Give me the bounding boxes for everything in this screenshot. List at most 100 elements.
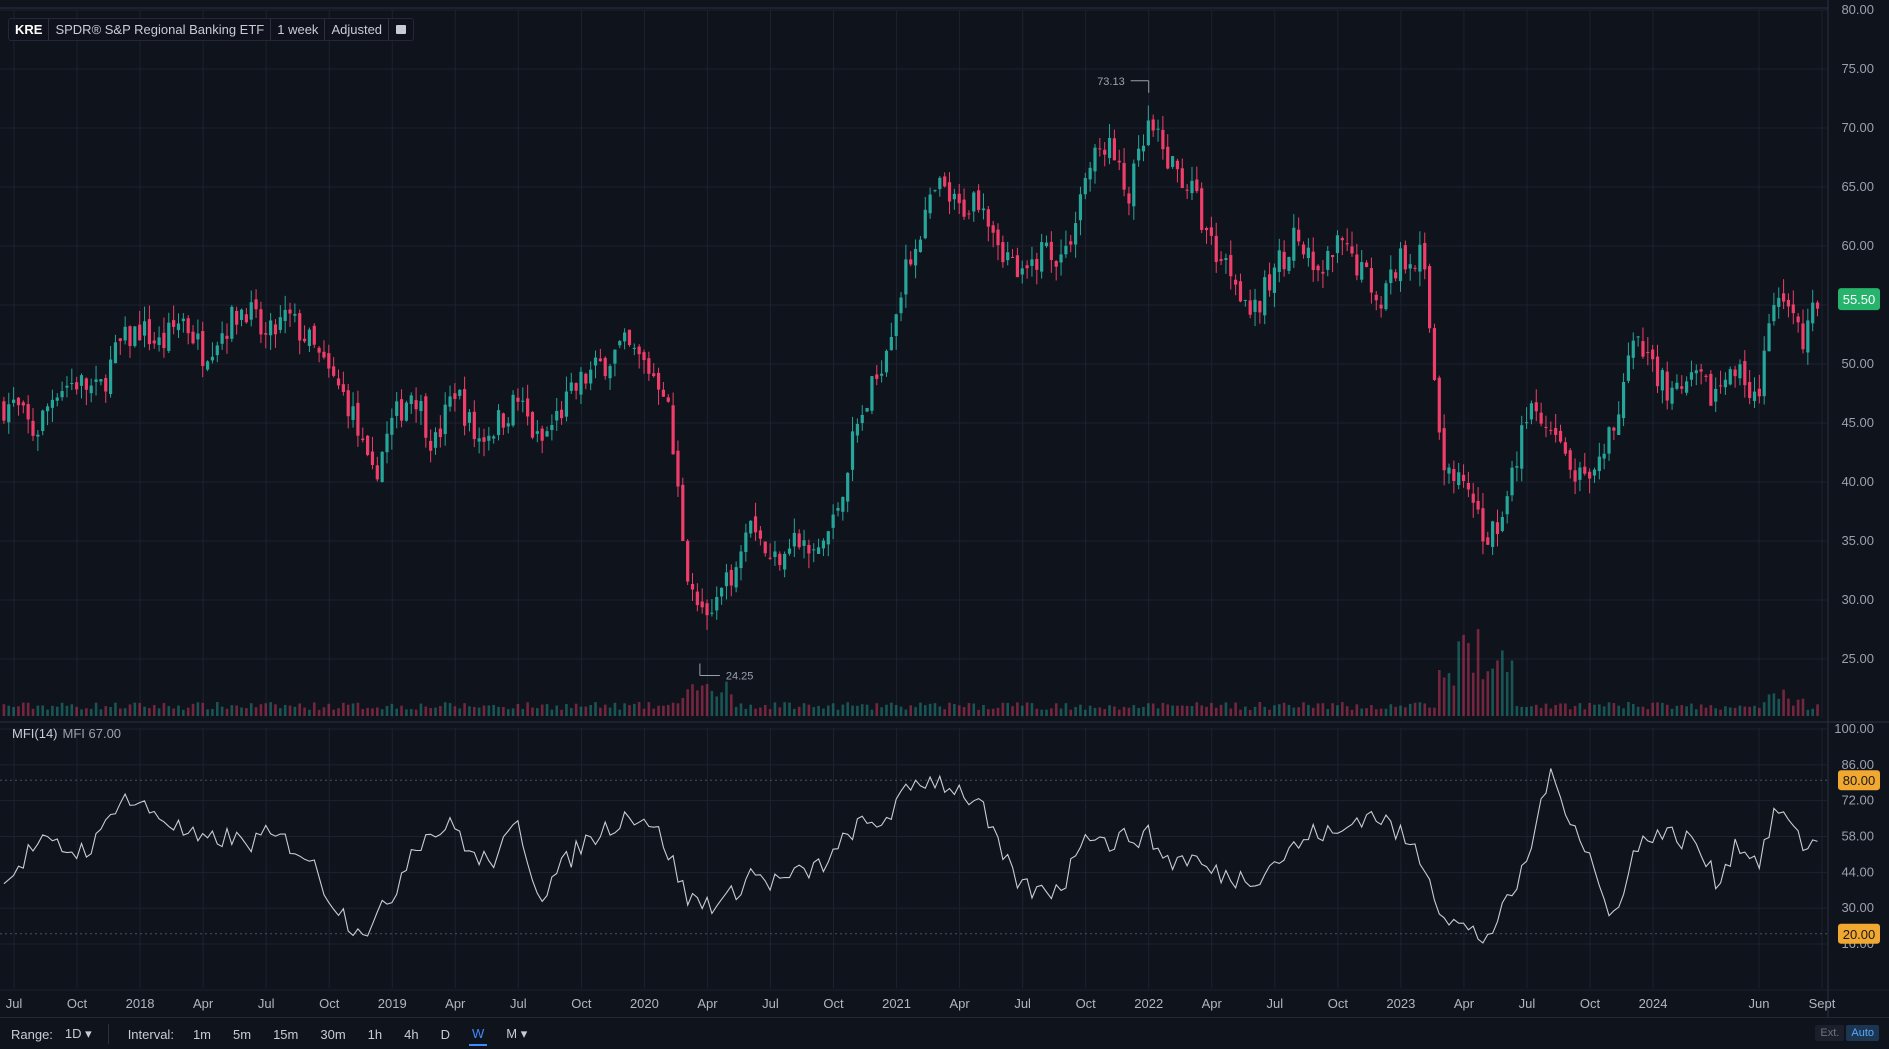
candle-body bbox=[438, 428, 442, 438]
volume-bar bbox=[448, 703, 452, 716]
candle-body bbox=[884, 350, 889, 373]
candle-body bbox=[31, 420, 35, 436]
volume-bar bbox=[312, 702, 316, 716]
volume-bar bbox=[730, 694, 733, 716]
interval-d[interactable]: D bbox=[440, 1026, 450, 1042]
candle-body bbox=[366, 435, 370, 456]
volume-bar bbox=[555, 705, 559, 716]
candle-body bbox=[1335, 235, 1340, 254]
x-tick-label: Apr bbox=[445, 996, 466, 1011]
volume-bar bbox=[1413, 702, 1417, 716]
volume-bar bbox=[691, 684, 694, 716]
interval-1h[interactable]: 1h bbox=[367, 1026, 383, 1042]
interval-15m[interactable]: 15m bbox=[273, 1026, 299, 1042]
x-tick-label: 2019 bbox=[378, 996, 407, 1011]
y-tick-label: 30.00 bbox=[1841, 592, 1874, 607]
volume-bar bbox=[1083, 709, 1087, 716]
candle-body bbox=[16, 397, 21, 406]
candle-body bbox=[336, 378, 341, 386]
y-tick-label: 50.00 bbox=[1841, 356, 1874, 371]
candle-body bbox=[991, 225, 995, 233]
symbol-ticker[interactable]: KRE bbox=[9, 19, 50, 40]
interval-label[interactable]: 1 week bbox=[271, 19, 326, 40]
volume-bar bbox=[1370, 705, 1373, 716]
volume-bar bbox=[1035, 708, 1039, 716]
candle-body bbox=[792, 532, 796, 547]
candle-body bbox=[671, 405, 675, 455]
candle-body bbox=[1427, 266, 1432, 329]
interval-5m[interactable]: 5m bbox=[233, 1026, 252, 1042]
candle-body bbox=[1117, 160, 1121, 163]
candle-body bbox=[409, 395, 413, 405]
volume-bar bbox=[652, 708, 656, 716]
volume-bar bbox=[705, 684, 709, 716]
volume-bar bbox=[565, 704, 568, 716]
candle-body bbox=[157, 337, 161, 346]
candle-body bbox=[550, 425, 554, 431]
interval-m[interactable]: M ▾ bbox=[506, 1026, 528, 1041]
candle-body bbox=[1214, 235, 1218, 263]
candle-body bbox=[1403, 245, 1407, 270]
candle-body bbox=[666, 397, 670, 402]
candle-body bbox=[584, 373, 588, 384]
candle-body bbox=[850, 431, 855, 470]
candle-body bbox=[1646, 352, 1650, 354]
candle-body bbox=[1495, 522, 1500, 535]
adjustment-label[interactable]: Adjusted bbox=[325, 19, 390, 40]
volume-bar bbox=[1782, 689, 1785, 716]
volume-bar bbox=[371, 708, 374, 716]
volume-bar bbox=[1423, 703, 1427, 716]
candle-body bbox=[496, 410, 501, 436]
volume-bar bbox=[1244, 706, 1247, 716]
candle-body bbox=[1733, 369, 1737, 377]
candle-body bbox=[1122, 162, 1126, 190]
candle-body bbox=[1020, 268, 1024, 275]
volume-bar bbox=[380, 709, 384, 716]
volume-bar bbox=[754, 708, 757, 716]
high-annotation-label: 73.13 bbox=[1097, 76, 1125, 88]
volume-bar bbox=[1399, 705, 1402, 716]
volume-bar bbox=[1180, 705, 1184, 716]
x-tick-label: 2024 bbox=[1639, 996, 1668, 1011]
volume-bar bbox=[506, 709, 510, 716]
y-tick-label: 70.00 bbox=[1841, 120, 1874, 135]
interval-1m[interactable]: 1m bbox=[192, 1026, 211, 1042]
candle-body bbox=[1083, 178, 1087, 195]
candle-body bbox=[1660, 370, 1664, 391]
volume-bar bbox=[356, 702, 360, 716]
candle-body bbox=[1617, 414, 1621, 436]
volume-bar bbox=[443, 702, 447, 716]
interval-30m[interactable]: 30m bbox=[320, 1026, 346, 1042]
candle-body bbox=[244, 314, 248, 323]
auto-scale-toggle[interactable]: Auto bbox=[1846, 1025, 1879, 1041]
volume-bar bbox=[1030, 703, 1034, 716]
symbol-legend: KRE SPDR® S&P Regional Banking ETF 1 wee… bbox=[8, 18, 415, 41]
volume-bar bbox=[138, 702, 141, 716]
candle-body bbox=[375, 465, 379, 480]
interval-4h[interactable]: 4h bbox=[404, 1026, 419, 1042]
volume-bar bbox=[288, 705, 292, 716]
candle-body bbox=[1243, 299, 1247, 301]
volume-bar bbox=[458, 708, 462, 716]
y-tick-label: 25.00 bbox=[1841, 651, 1874, 666]
interval-w[interactable]: W bbox=[468, 1023, 488, 1046]
volume-bar bbox=[778, 707, 782, 716]
candle-body bbox=[506, 423, 510, 427]
x-tick-label: Apr bbox=[949, 996, 970, 1011]
volume-bar bbox=[46, 709, 49, 716]
volume-bar bbox=[1219, 704, 1223, 716]
volume-bar bbox=[419, 703, 423, 716]
ext-toggle[interactable]: Ext. bbox=[1815, 1025, 1845, 1041]
volume-bar bbox=[1394, 706, 1397, 716]
settings-menu-icon[interactable] bbox=[396, 25, 407, 34]
range-dropdown[interactable]: 1D ▾ bbox=[64, 1026, 92, 1041]
x-tick-label: Jul bbox=[1014, 996, 1031, 1011]
candle-body bbox=[1655, 356, 1660, 387]
candle-body bbox=[656, 372, 661, 390]
candle-body bbox=[918, 239, 923, 252]
candle-body bbox=[1476, 500, 1480, 510]
volume-bar bbox=[1210, 702, 1213, 716]
volume-bar bbox=[274, 704, 277, 716]
candle-body bbox=[79, 375, 84, 386]
